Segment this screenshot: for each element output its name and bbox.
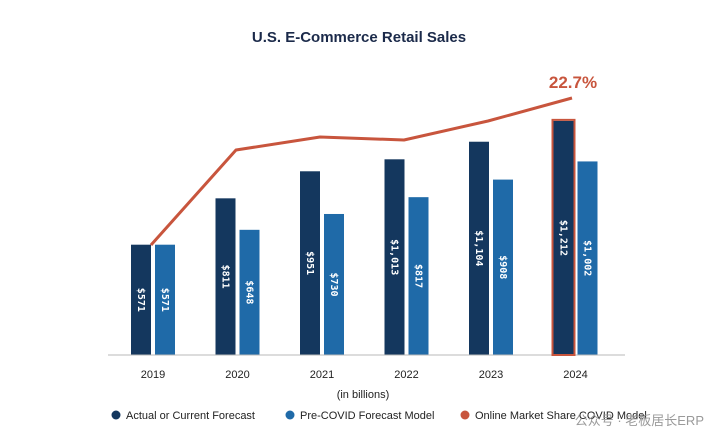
x-tick-label-2024: 2024 (563, 369, 587, 381)
bar-value-label-precovid-2019: $571 (159, 288, 170, 312)
x-tick-label-2020: 2020 (225, 369, 249, 381)
bar-actual-2023 (469, 141, 489, 355)
bar-actual-2022 (384, 159, 405, 355)
bar-precovid-2023 (493, 179, 513, 355)
bar-value-label-actual-2022: $1,013 (389, 239, 400, 275)
legend-marker-actual (111, 410, 121, 420)
legend-label-actual: Actual or Current Forecast (126, 410, 255, 422)
bar-actual-2024 (553, 120, 574, 355)
legend: Actual or Current Forecast Pre-COVID For… (111, 410, 647, 422)
market-share-final-label: 22.7% (549, 73, 597, 92)
bar-value-label-actual-2023: $1,104 (473, 230, 484, 266)
x-tick-label-2023: 2023 (479, 369, 503, 381)
bar-actual-2021 (300, 171, 320, 355)
x-tick-label-2022: 2022 (394, 369, 418, 381)
bar-label-group: $571 $571 $811 $648 $951 $730 $1,013 $817 $1,104… (135, 220, 593, 312)
x-axis-label: (in billions) (337, 389, 390, 401)
bar-precovid-2021 (324, 213, 344, 355)
bar-value-label-precovid-2024: $1,002 (582, 240, 593, 276)
bar-actual-2019 (131, 244, 151, 355)
bar-value-label-precovid-2021: $730 (328, 272, 339, 296)
chart-title: U.S. E-Commerce Retail Sales (252, 29, 466, 46)
bar-value-label-actual-2020: $811 (220, 265, 231, 289)
x-tick-label-2021: 2021 (310, 369, 334, 381)
legend-label-market-share: Online Market Share COVID Model (475, 410, 647, 422)
bar-actual-2020 (215, 198, 236, 355)
x-tick-label-2019: 2019 (141, 369, 165, 381)
bar-value-label-actual-2024: $1,212 (558, 220, 569, 256)
bar-precovid-2022 (408, 197, 429, 355)
bar-value-label-precovid-2023: $908 (497, 255, 508, 279)
bar-value-label-precovid-2020: $648 (244, 280, 255, 304)
market-share-line (149, 96, 573, 247)
bar-value-label-actual-2019: $571 (135, 288, 146, 312)
bar-precovid-2019 (155, 244, 175, 355)
bar-precovid-2024 (577, 161, 598, 355)
bar-value-label-precovid-2022: $817 (413, 264, 424, 288)
bar-value-label-actual-2021: $951 (304, 251, 315, 275)
bar-group (131, 120, 598, 355)
watermark: 公众号 · 老板居长ERP (575, 413, 704, 428)
legend-marker-precovid (285, 410, 295, 420)
legend-label-precovid: Pre-COVID Forecast Model (300, 410, 434, 422)
highlight-box-2024 (551, 118, 576, 357)
legend-marker-market-share (460, 410, 470, 420)
bar-precovid-2020 (239, 229, 260, 355)
x-tick-group: 2019 2020 2021 2022 2023 2024 (141, 369, 588, 381)
